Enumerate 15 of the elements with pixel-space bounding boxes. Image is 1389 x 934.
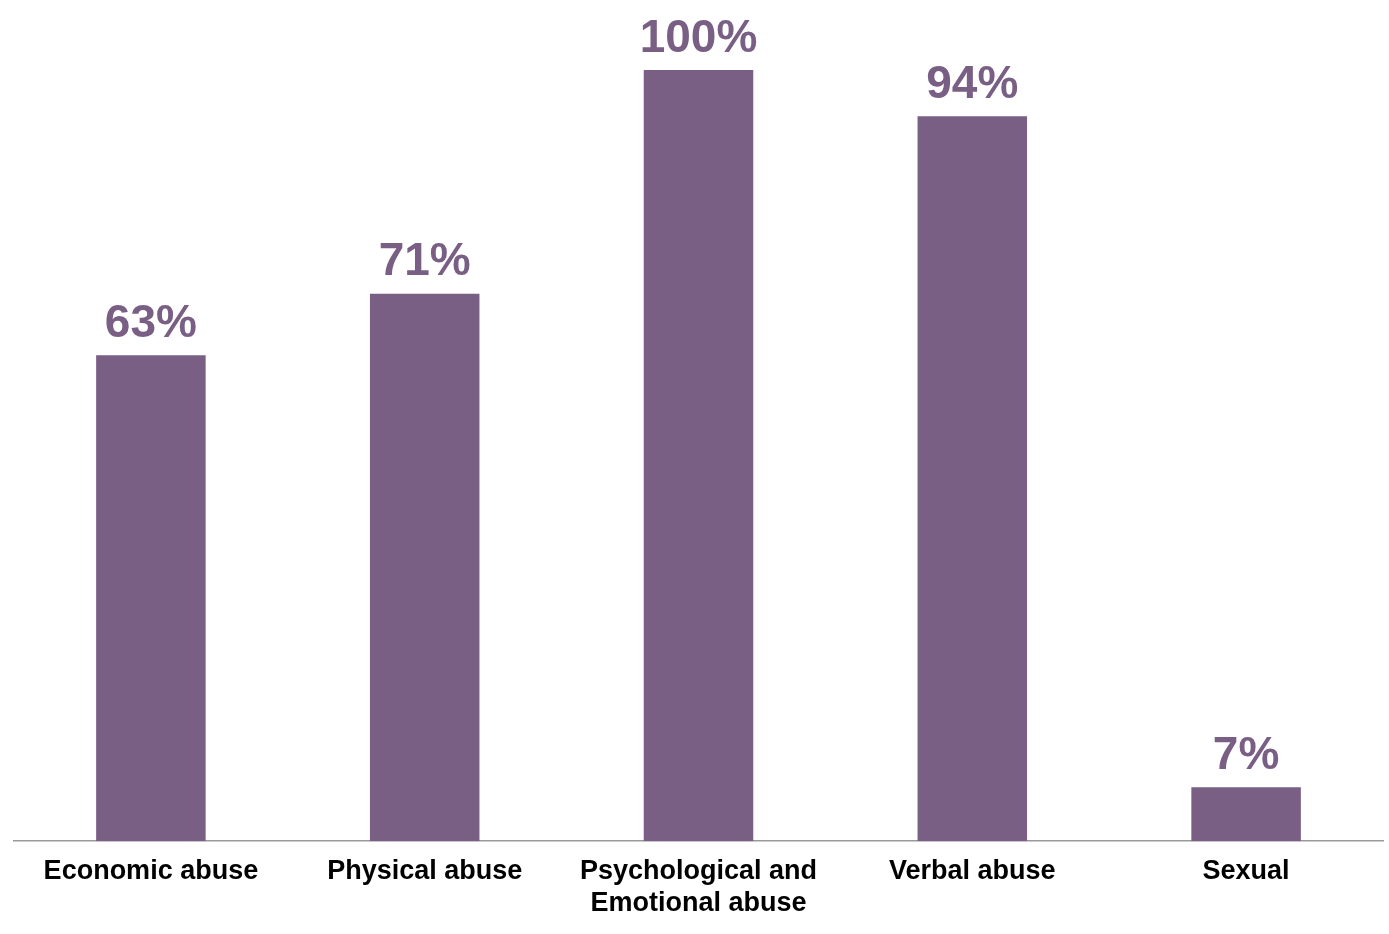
x-tick-label: Psychological and Emotional abuse [579,854,818,918]
x-tick-label: Physical abuse [327,854,523,885]
bar [917,116,1028,842]
bar [1191,787,1301,842]
bar [643,70,754,842]
data-label: 63% [104,295,197,348]
data-label: 71% [378,233,471,286]
bar [369,293,480,842]
data-label: 100% [639,9,758,62]
data-label: 94% [926,55,1019,108]
bar [96,355,206,842]
x-tick-label: Verbal abuse [889,854,1056,885]
data-label: 7% [1212,726,1280,779]
x-tick-label: Economic abuse [43,854,259,885]
x-tick-label: Sexual [1202,854,1290,885]
